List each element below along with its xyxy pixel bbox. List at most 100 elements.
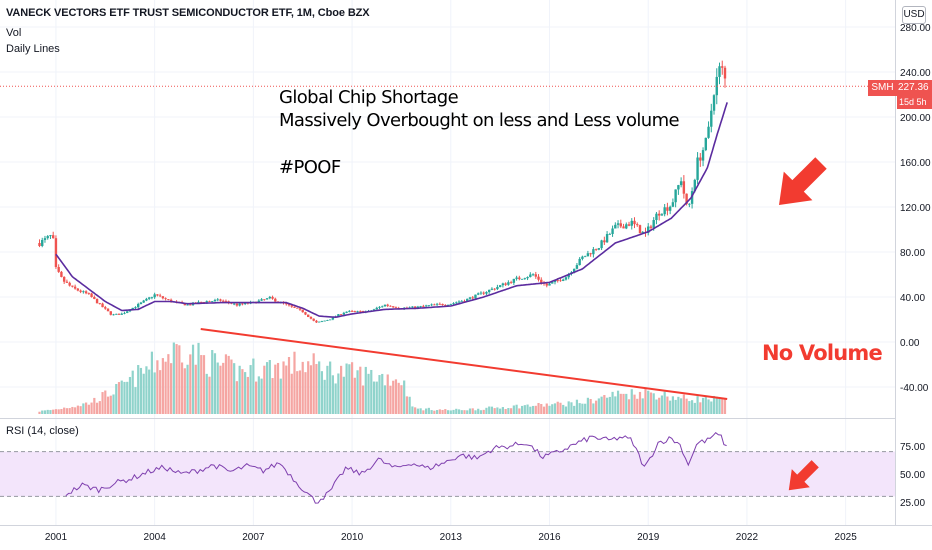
candle-body [82,291,85,293]
candle-body [296,307,299,309]
volume-bar [419,408,422,414]
volume-bar [84,402,88,414]
candle-body [600,240,603,249]
volume-bar [466,410,469,414]
volume-bar [65,408,69,414]
volume-bar [109,395,112,414]
volume-bar [200,355,203,414]
candle-body [647,226,650,233]
volume-bar [386,374,389,414]
volume-bar [145,366,148,414]
volume-bar [444,409,447,414]
volume-bar [553,403,557,414]
candle-body [704,137,707,151]
candle-body [627,224,631,226]
candle-body [263,299,266,301]
volume-bar [312,353,315,414]
candle-body [285,303,288,305]
candle-body [545,283,548,286]
volume-bar [479,410,483,414]
moving-average-path [55,102,728,319]
volume-bar [340,365,343,414]
volume-bar [531,405,535,414]
volume-bar [556,401,559,414]
volume-bar [301,361,304,414]
volume-bar [52,409,55,414]
candle-body [493,288,496,290]
volume-bar [507,408,510,414]
volume-bar [468,408,472,414]
price-tick-label: 160.00 [900,158,931,169]
volume-bar [392,380,395,414]
candle-body [87,293,91,295]
volume-bar [318,361,321,414]
candle-body [309,316,313,319]
volume-bar [701,397,705,414]
candle-body [556,280,559,282]
volume-bar [104,390,107,414]
candle-body [208,301,211,302]
candle-body [394,307,398,309]
volume-bar [723,398,727,414]
volume-bar [721,398,724,414]
annotation-no-volume: No Volume [762,341,883,365]
bar-countdown-tag: 15d 5h [897,96,932,109]
volume-bar [520,405,524,414]
volume-bar [663,391,666,414]
volume-bar [82,403,85,414]
volume-bar [180,362,184,414]
volume-bar [46,409,49,414]
candle-body [419,306,422,307]
candle-body [608,233,612,235]
candle-body [548,283,551,286]
price-tick-label: 240.00 [900,68,931,79]
candle-body [679,181,683,186]
candle-body [540,279,543,283]
volume-bar [715,396,718,414]
volume-bar [633,394,636,414]
volume-bar [304,372,307,414]
candle-body [597,248,601,250]
volume-bar [496,407,499,414]
candle-body [411,306,414,308]
volume-bar [515,404,518,414]
candle-body [688,203,691,205]
rsi-tick-label: 75.00 [900,442,925,453]
volume-bar [191,344,195,414]
volume-bar [372,381,376,414]
candle-body [463,300,466,302]
annotation-poof: #POOF [279,157,341,178]
candle-body [232,303,236,305]
volume-bar [422,410,425,414]
volume-bar [430,410,433,414]
candle-body [106,308,110,312]
candle-body [158,295,162,297]
candle-body [638,225,642,234]
volume-bar [213,353,217,414]
chart-title: VANECK VECTORS ETF TRUST SEMICONDUCTOR E… [6,7,370,19]
volume-bar [441,409,444,414]
currency-button[interactable]: USD [902,6,926,24]
candle-body [104,307,107,309]
volume-bar [197,342,200,414]
candle-body [657,213,661,216]
volume-bar [282,361,285,414]
candle-body [307,314,310,317]
price-tick-label: 40.00 [900,293,925,304]
volume-bar [148,369,151,414]
candle-body [90,293,93,298]
candle-body [562,279,565,281]
candle-body [581,256,584,259]
volume-bar [584,403,587,414]
price-symbol-tag: SMH [868,80,897,96]
time-tick-label: 2007 [242,532,265,543]
candle-body [224,300,228,302]
candle-body [109,311,112,315]
rsi-tick-label: 25.00 [900,498,925,509]
volume-bar [183,368,186,414]
candle-body [298,308,302,310]
candle-body [509,282,513,284]
candle-body [567,273,570,278]
volume-bar [189,354,192,414]
